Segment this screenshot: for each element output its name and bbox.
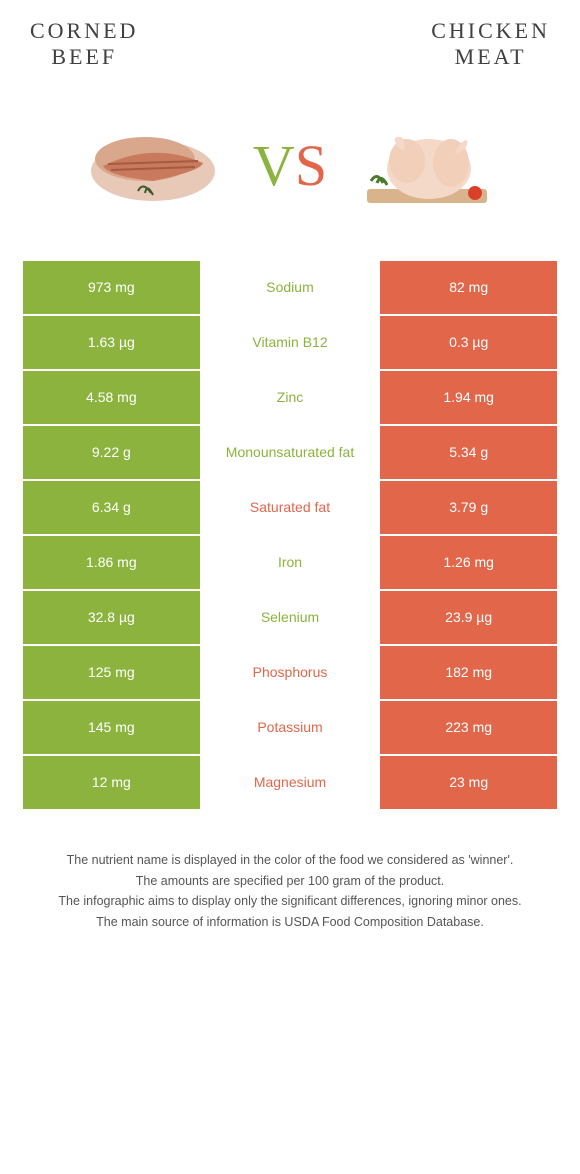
nutrient-label: Sodium xyxy=(202,261,379,316)
left-value: 32.8 µg xyxy=(23,591,202,646)
right-value: 182 mg xyxy=(378,646,557,701)
left-value: 125 mg xyxy=(23,646,202,701)
vs-label: VS xyxy=(253,132,327,199)
right-value: 23.9 µg xyxy=(378,591,557,646)
right-value: 82 mg xyxy=(378,261,557,316)
right-value: 23 mg xyxy=(378,756,557,811)
left-value: 12 mg xyxy=(23,756,202,811)
vs-s: S xyxy=(295,133,327,198)
nutrient-label: Phosphorus xyxy=(202,646,379,701)
left-value: 6.34 g xyxy=(23,481,202,536)
right-value: 5.34 g xyxy=(378,426,557,481)
footer-line-4: The main source of information is USDA F… xyxy=(20,913,560,932)
left-food-image xyxy=(73,111,233,221)
footer-line-2: The amounts are specified per 100 gram o… xyxy=(20,872,560,891)
nutrient-row: 1.86 mgIron1.26 mg xyxy=(23,536,557,591)
nutrient-label: Magnesium xyxy=(202,756,379,811)
nutrient-row: 1.63 µgVitamin B120.3 µg xyxy=(23,316,557,371)
footer-line-3: The infographic aims to display only the… xyxy=(20,892,560,911)
nutrient-label: Zinc xyxy=(202,371,379,426)
nutrient-label: Iron xyxy=(202,536,379,591)
header: CORNED BEEF CHICKEN MEAT xyxy=(0,0,580,81)
right-value: 1.26 mg xyxy=(378,536,557,591)
left-value: 4.58 mg xyxy=(23,371,202,426)
nutrient-row: 973 mgSodium82 mg xyxy=(23,261,557,316)
right-food-title: CHICKEN MEAT xyxy=(431,18,550,71)
nutrient-row: 32.8 µgSelenium23.9 µg xyxy=(23,591,557,646)
right-value: 0.3 µg xyxy=(378,316,557,371)
nutrient-row: 4.58 mgZinc1.94 mg xyxy=(23,371,557,426)
left-value: 9.22 g xyxy=(23,426,202,481)
nutrient-row: 6.34 gSaturated fat3.79 g xyxy=(23,481,557,536)
right-value: 3.79 g xyxy=(378,481,557,536)
nutrient-label: Vitamin B12 xyxy=(202,316,379,371)
left-value: 1.63 µg xyxy=(23,316,202,371)
nutrient-row: 125 mgPhosphorus182 mg xyxy=(23,646,557,701)
right-food-image xyxy=(347,111,507,221)
right-value: 1.94 mg xyxy=(378,371,557,426)
nutrient-label: Saturated fat xyxy=(202,481,379,536)
nutrient-label: Selenium xyxy=(202,591,379,646)
vs-row: VS xyxy=(0,81,580,261)
left-value: 973 mg xyxy=(23,261,202,316)
left-value: 1.86 mg xyxy=(23,536,202,591)
nutrient-row: 12 mgMagnesium23 mg xyxy=(23,756,557,811)
vs-v: V xyxy=(253,133,295,198)
footer-line-1: The nutrient name is displayed in the co… xyxy=(20,851,560,870)
left-value: 145 mg xyxy=(23,701,202,756)
nutrient-label: Potassium xyxy=(202,701,379,756)
nutrient-label: Monounsaturated fat xyxy=(202,426,379,481)
footer-notes: The nutrient name is displayed in the co… xyxy=(0,811,580,964)
nutrient-row: 145 mgPotassium223 mg xyxy=(23,701,557,756)
nutrient-row: 9.22 gMonounsaturated fat5.34 g xyxy=(23,426,557,481)
right-value: 223 mg xyxy=(378,701,557,756)
left-food-title: CORNED BEEF xyxy=(30,18,138,71)
nutrient-table: 973 mgSodium82 mg1.63 µgVitamin B120.3 µ… xyxy=(23,261,557,811)
